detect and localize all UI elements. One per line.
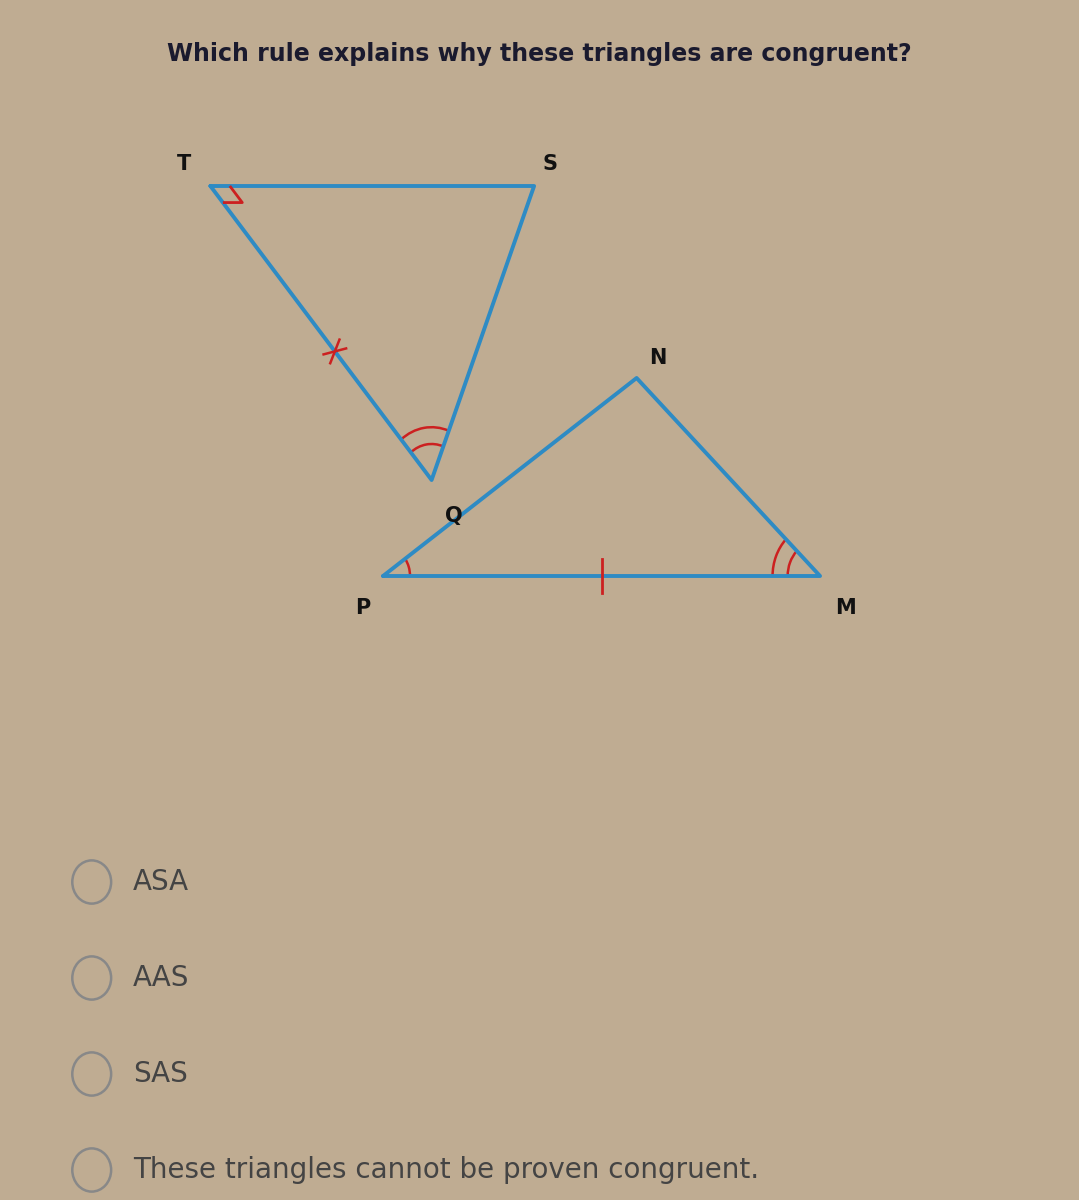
Text: These triangles cannot be proven congruent.: These triangles cannot be proven congrue… <box>133 1156 759 1184</box>
Text: M: M <box>835 598 856 618</box>
Text: P: P <box>355 598 370 618</box>
Text: T: T <box>177 154 191 174</box>
Text: AAS: AAS <box>133 964 189 992</box>
Text: SAS: SAS <box>133 1060 188 1088</box>
Text: N: N <box>650 348 667 368</box>
Text: Q: Q <box>445 506 462 527</box>
Text: Which rule explains why these triangles are congruent?: Which rule explains why these triangles … <box>167 42 912 66</box>
Text: ASA: ASA <box>133 868 189 896</box>
Text: S: S <box>543 154 558 174</box>
